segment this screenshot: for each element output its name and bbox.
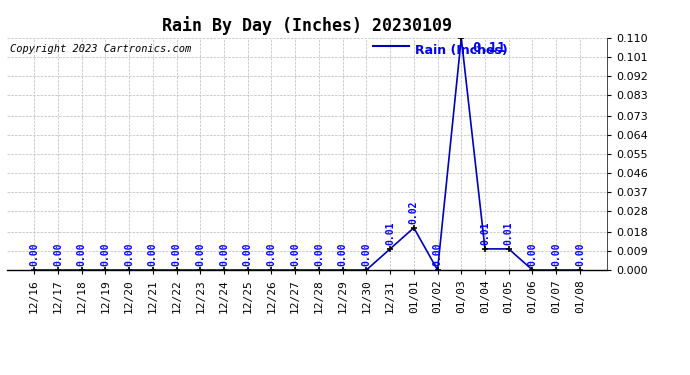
Text: 0.01: 0.01: [504, 221, 514, 245]
Text: 0.01: 0.01: [385, 221, 395, 245]
Text: 0.00: 0.00: [53, 242, 63, 266]
Text: 0.00: 0.00: [29, 242, 39, 266]
Text: 0.02: 0.02: [408, 200, 419, 223]
Text: 0.00: 0.00: [77, 242, 87, 266]
Text: 0.00: 0.00: [575, 242, 585, 266]
Text: Rain (Inches): Rain (Inches): [415, 45, 508, 57]
Text: 0.00: 0.00: [551, 242, 561, 266]
Text: 0.00: 0.00: [148, 242, 158, 266]
Text: 0.00: 0.00: [124, 242, 134, 266]
Text: 0.00: 0.00: [433, 242, 442, 266]
Text: 0.01: 0.01: [480, 221, 490, 245]
Text: Copyright 2023 Cartronics.com: Copyright 2023 Cartronics.com: [10, 45, 191, 54]
Title: Rain By Day (Inches) 20230109: Rain By Day (Inches) 20230109: [162, 16, 452, 34]
Text: 0.00: 0.00: [100, 242, 110, 266]
Text: 0.00: 0.00: [290, 242, 300, 266]
Text: 0.00: 0.00: [266, 242, 277, 266]
Text: 0.00: 0.00: [172, 242, 181, 266]
Text: 0.00: 0.00: [527, 242, 538, 266]
Text: 0.00: 0.00: [195, 242, 206, 266]
Text: 0.00: 0.00: [243, 242, 253, 266]
Text: 0.00: 0.00: [362, 242, 371, 266]
Text: 0.00: 0.00: [314, 242, 324, 266]
Text: 0.11: 0.11: [473, 41, 506, 55]
Text: 0.00: 0.00: [219, 242, 229, 266]
Text: 0.00: 0.00: [337, 242, 348, 266]
